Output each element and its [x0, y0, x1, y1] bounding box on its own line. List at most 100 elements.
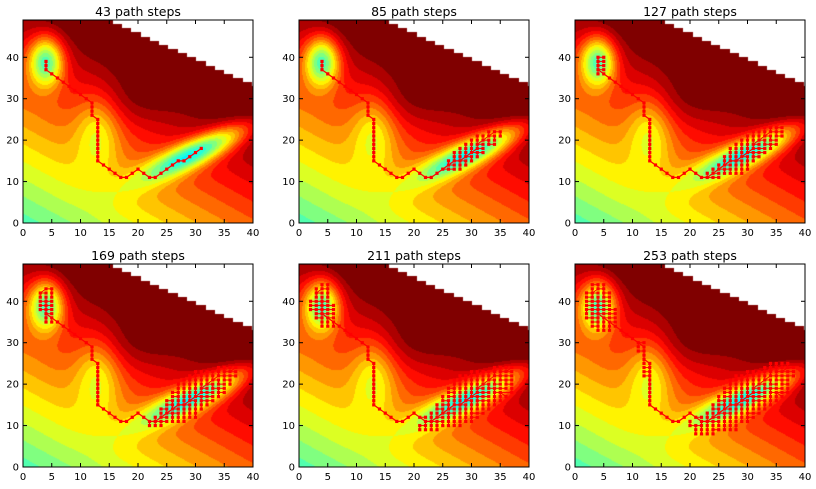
path-point	[728, 390, 732, 395]
path-point	[751, 394, 755, 399]
path-point	[694, 423, 698, 428]
path-point	[377, 407, 382, 411]
path-point	[84, 341, 88, 345]
path-point	[205, 374, 209, 378]
path-point	[596, 328, 600, 332]
path-point	[745, 155, 750, 159]
path-point	[602, 295, 606, 299]
path-point	[734, 167, 738, 171]
path-point	[61, 324, 65, 328]
path-point	[446, 423, 451, 428]
x-tick-label: 15	[103, 228, 116, 239]
path-point	[205, 403, 209, 407]
path-point	[228, 370, 232, 374]
path-point	[216, 378, 221, 382]
path-point	[124, 175, 129, 180]
path-point	[728, 428, 732, 432]
path-point	[452, 394, 456, 399]
path-point	[446, 386, 451, 390]
path-point	[751, 403, 755, 407]
path-point	[50, 291, 54, 295]
x-tick-label: 35	[218, 472, 231, 483]
path-point	[446, 419, 451, 424]
path-point	[96, 138, 100, 142]
path-point	[320, 59, 324, 64]
path-point	[711, 407, 715, 411]
path-point	[159, 171, 163, 175]
path-point	[366, 113, 370, 117]
path-point	[320, 307, 324, 312]
x-tick-label: 20	[132, 228, 145, 239]
path-point	[596, 295, 600, 299]
path-point	[705, 432, 709, 436]
path-point	[498, 134, 502, 138]
path-point	[366, 357, 370, 361]
path-point	[705, 423, 709, 428]
y-tick-label: 0	[289, 219, 295, 230]
path-point	[740, 419, 744, 424]
path-point	[774, 126, 778, 130]
path-point	[722, 171, 727, 175]
path-point	[320, 68, 324, 72]
path-point	[584, 316, 589, 320]
path-point	[780, 382, 784, 386]
path-point	[395, 175, 399, 180]
path-point	[458, 386, 462, 390]
path-point	[165, 167, 169, 171]
path-point	[435, 415, 439, 419]
path-point	[331, 307, 336, 312]
subplot-title: 253 path steps	[643, 248, 737, 263]
path-point	[740, 163, 744, 167]
path-point	[745, 142, 750, 146]
path-point	[423, 175, 428, 180]
path-point	[722, 419, 727, 424]
y-tick-label: 20	[6, 136, 19, 147]
path-point	[607, 328, 612, 332]
path-point	[625, 88, 629, 93]
path-point	[780, 126, 784, 130]
path-point	[84, 97, 88, 101]
path-point	[464, 150, 468, 155]
path-point	[469, 150, 474, 155]
path-point	[354, 336, 359, 341]
path-point	[774, 374, 778, 378]
x-tick-label: 30	[741, 228, 754, 239]
path-point	[188, 407, 192, 411]
path-point	[786, 361, 790, 366]
path-point	[234, 374, 238, 378]
path-point	[774, 370, 778, 374]
path-point	[435, 403, 439, 407]
path-point	[458, 419, 462, 424]
path-point	[395, 419, 399, 424]
path-point	[314, 291, 318, 295]
path-point	[768, 146, 773, 151]
path-point	[642, 341, 646, 345]
path-point	[751, 138, 755, 142]
path-point	[216, 386, 221, 390]
path-point	[728, 171, 732, 175]
path-point	[763, 134, 767, 138]
y-tick-label: 10	[558, 177, 571, 188]
path-point	[607, 303, 612, 308]
path-point	[481, 378, 485, 382]
path-point	[763, 365, 767, 370]
path-point	[659, 167, 663, 171]
path-point	[44, 316, 48, 320]
path-point	[768, 126, 773, 130]
path-point	[320, 303, 324, 308]
path-point	[734, 394, 738, 399]
path-point	[619, 328, 623, 332]
path-point	[326, 324, 330, 328]
path-point	[475, 382, 479, 386]
path-point	[751, 134, 755, 138]
path-point	[475, 394, 479, 399]
subplot-1: 0 5 10 15 20 25 30 35 40 0 10 20 30 40 43 path steps	[6, 4, 259, 239]
path-point	[786, 374, 790, 378]
path-point	[320, 299, 324, 303]
path-point	[165, 411, 169, 415]
path-point	[458, 155, 462, 159]
path-point	[694, 415, 698, 419]
path-point	[487, 394, 491, 399]
x-tick-label: 25	[436, 472, 449, 483]
path-point	[602, 303, 606, 308]
